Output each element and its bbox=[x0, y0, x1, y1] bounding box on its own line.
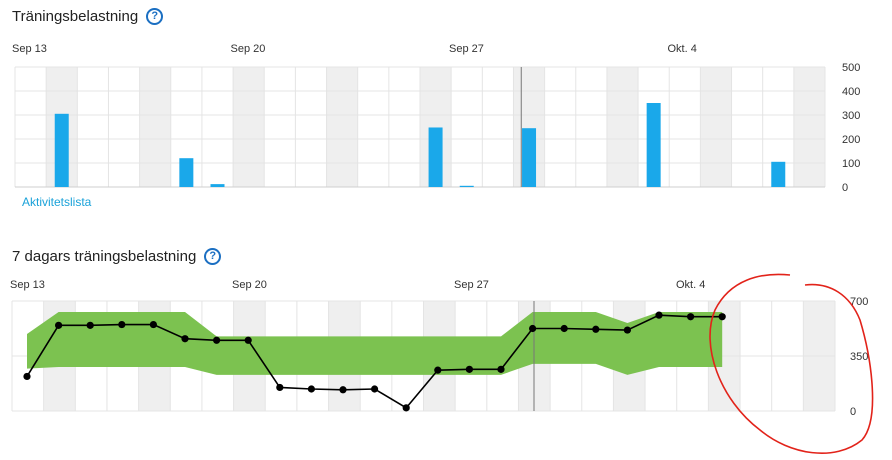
optimal-range-band bbox=[27, 312, 723, 375]
load-point bbox=[149, 320, 157, 329]
activity-list-link[interactable]: Aktivitetslista bbox=[22, 195, 92, 209]
load-point bbox=[718, 313, 726, 321]
load-point bbox=[655, 311, 663, 319]
load-point bbox=[592, 325, 600, 333]
load-bar bbox=[210, 184, 225, 187]
load-bar bbox=[54, 113, 69, 187]
help-icon[interactable]: ? bbox=[204, 248, 222, 265]
load-point bbox=[623, 326, 632, 334]
y-tick-label: 500 bbox=[842, 62, 860, 74]
load-bar bbox=[459, 185, 474, 187]
load-point bbox=[339, 386, 347, 394]
y-tick-label: 400 bbox=[842, 86, 860, 98]
load-point bbox=[118, 320, 126, 329]
load-point bbox=[213, 336, 221, 344]
training-load-chart: 500 400 300 200 100 0 Sep 13 Sep 20 Sep 27 Okt. 4 bbox=[12, 43, 860, 194]
y-tick-label: 350 bbox=[850, 351, 868, 363]
load-point bbox=[560, 324, 568, 333]
day-column-shade bbox=[233, 67, 265, 187]
x-tick-label: Sep 20 bbox=[232, 279, 267, 291]
load-point bbox=[371, 385, 379, 393]
load-bar bbox=[771, 161, 786, 187]
load-bar bbox=[522, 128, 537, 187]
x-tick-label: Sep 13 bbox=[10, 279, 45, 291]
day-column-shade bbox=[700, 67, 732, 187]
load-point bbox=[402, 404, 410, 412]
load-point bbox=[276, 383, 284, 392]
y-tick-label: 0 bbox=[850, 406, 856, 418]
y-tick-label: 700 bbox=[850, 296, 868, 308]
load-point bbox=[23, 372, 31, 381]
x-tick-label: Sep 27 bbox=[454, 279, 489, 291]
load-point bbox=[529, 324, 537, 333]
load-bar bbox=[646, 103, 661, 187]
load-point bbox=[244, 336, 252, 344]
load-point bbox=[181, 335, 189, 343]
load-point bbox=[86, 321, 94, 329]
chart2-title: 7 dagars träningsbelastning ? bbox=[12, 248, 222, 265]
day-column-shade bbox=[326, 67, 358, 187]
chart1-title: Träningsbelastning ? bbox=[12, 8, 164, 25]
load-point bbox=[55, 321, 63, 329]
x-tick-label: Sep 27 bbox=[449, 43, 484, 55]
load-point bbox=[307, 385, 315, 393]
y-tick-label: 300 bbox=[842, 110, 860, 122]
y-tick-label: 200 bbox=[842, 134, 860, 146]
load-point bbox=[465, 365, 473, 373]
chart2-title-text: 7 dagars träningsbelastning bbox=[12, 248, 197, 265]
load-bar bbox=[179, 158, 194, 187]
load-bar bbox=[428, 127, 443, 187]
x-tick-label: Sep 13 bbox=[12, 43, 47, 55]
day-column-shade bbox=[139, 67, 171, 187]
load-point bbox=[434, 366, 442, 374]
chart1-title-text: Träningsbelastning bbox=[12, 8, 139, 25]
x-tick-label: Okt. 4 bbox=[668, 43, 697, 55]
x-tick-label: Sep 20 bbox=[231, 43, 266, 55]
load-point bbox=[687, 313, 695, 321]
y-tick-label: 0 bbox=[842, 182, 848, 194]
help-icon[interactable]: ? bbox=[146, 8, 164, 25]
load-point bbox=[497, 365, 505, 373]
y-tick-label: 100 bbox=[842, 158, 860, 170]
day-column-shade bbox=[793, 67, 825, 187]
day-column-shade bbox=[606, 67, 639, 187]
x-tick-label: Okt. 4 bbox=[676, 279, 705, 291]
